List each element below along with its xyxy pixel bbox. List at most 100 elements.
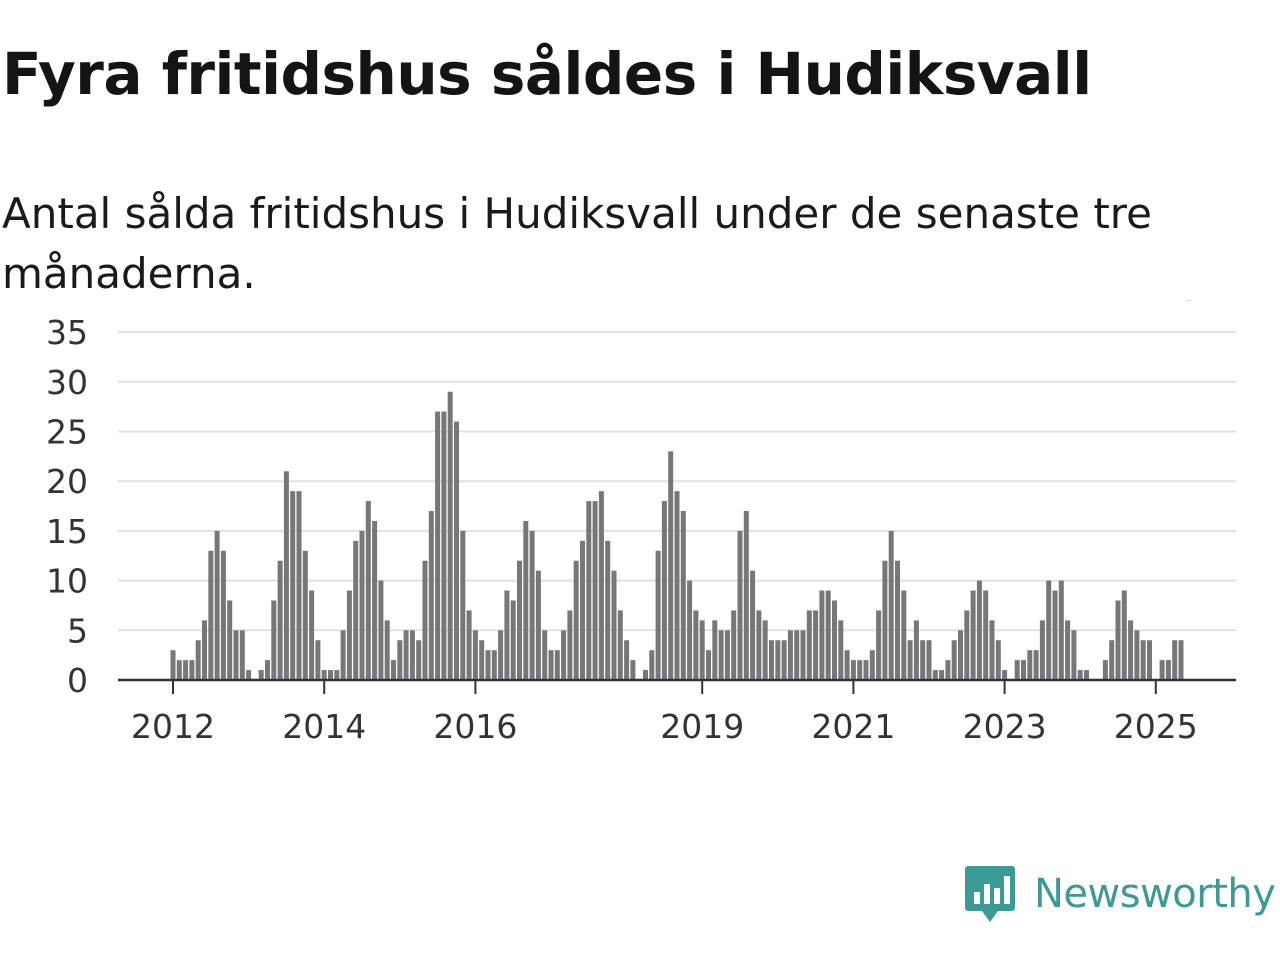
bar: [384, 620, 390, 680]
bar: [1002, 670, 1008, 680]
x-tick-label: 2016: [433, 707, 517, 740]
bar: [176, 660, 182, 680]
y-tick-label: 25: [46, 413, 88, 452]
x-tick-label: 2012: [131, 707, 215, 740]
bar: [334, 670, 340, 680]
bar: [397, 640, 403, 680]
newsworthy-logo-icon: [965, 866, 1015, 922]
bar: [170, 650, 176, 680]
bar: [460, 530, 466, 680]
bar: [454, 421, 459, 680]
bar: [762, 620, 768, 680]
bar: [246, 670, 252, 680]
bar: [1172, 640, 1178, 680]
bar: [372, 520, 378, 680]
bar: [296, 491, 302, 680]
x-tick-label: 2014: [282, 707, 366, 740]
bar: [1021, 660, 1026, 680]
bar: [510, 600, 516, 680]
bar: [195, 640, 201, 680]
bar: [857, 660, 863, 680]
bar: [882, 560, 888, 680]
bar: [328, 670, 333, 680]
bar: [844, 650, 850, 680]
bar: [661, 501, 667, 680]
y-tick-label: 5: [67, 611, 88, 650]
bar: [265, 660, 270, 680]
bar: [724, 630, 730, 680]
bar: [876, 610, 882, 680]
bar: [422, 560, 428, 680]
bar: [441, 411, 447, 680]
bar: [1071, 630, 1077, 680]
bar: [239, 630, 245, 680]
bar: [586, 501, 592, 680]
bar: [838, 620, 844, 680]
bar: [1178, 640, 1184, 680]
bar: [800, 630, 806, 680]
bar: [309, 590, 315, 680]
bar: [964, 610, 970, 680]
bar: [1109, 640, 1115, 680]
bar: [907, 640, 913, 680]
bar: [932, 670, 938, 680]
y-tick-label: 10: [46, 562, 88, 601]
bar: [699, 620, 705, 680]
bar: [592, 501, 598, 680]
bar: [731, 610, 737, 680]
bar: [561, 630, 567, 680]
bar: [290, 491, 296, 680]
bar: [819, 590, 825, 680]
chart-subtitle: Antal sålda fritidshus i Hudiksvall unde…: [2, 189, 1152, 298]
bar: [1147, 640, 1152, 680]
y-tick-label: 15: [46, 512, 88, 551]
bar: [189, 660, 195, 680]
bar: [447, 391, 453, 680]
bar: [888, 530, 894, 680]
bar: [605, 540, 611, 680]
bar: [1165, 660, 1171, 680]
bar: [926, 640, 932, 680]
bar: [391, 660, 396, 680]
x-tick-label: 2021: [811, 707, 895, 740]
bar: [416, 640, 422, 680]
bar: [504, 590, 510, 680]
data-label: 4: [1175, 300, 1196, 308]
bar: [863, 660, 869, 680]
bar: [529, 530, 535, 680]
bar: [617, 610, 623, 680]
bar: [680, 511, 686, 680]
bar: [901, 590, 907, 680]
bar: [548, 650, 554, 680]
bar: [283, 471, 289, 680]
bar: [277, 560, 283, 680]
bar: [630, 660, 636, 680]
chart-title: Fyra fritidshus såldes i Hudiksvall: [2, 40, 1092, 108]
bar: [976, 580, 982, 680]
bar: [945, 660, 951, 680]
bar: [1065, 620, 1071, 680]
bar: [687, 580, 693, 680]
bar: [737, 530, 743, 680]
bar: [1058, 580, 1064, 680]
bar: [756, 610, 762, 680]
bar: [428, 511, 434, 680]
bar: [643, 670, 648, 680]
bar: [1084, 670, 1089, 680]
bar: [1052, 590, 1058, 680]
bar: [202, 620, 207, 680]
bar: [1115, 600, 1121, 680]
brand-name: Newsworthy: [1034, 871, 1276, 917]
bar: [1046, 580, 1052, 680]
bar: [970, 590, 976, 680]
bar: [1077, 670, 1083, 680]
bar: [813, 610, 819, 680]
bar: [920, 640, 926, 680]
bar: [271, 600, 277, 680]
bar: [649, 650, 655, 680]
bar: [983, 590, 989, 680]
bar: [573, 560, 579, 680]
bar: [409, 630, 415, 680]
bar: [1033, 650, 1039, 680]
bar: [781, 640, 787, 680]
